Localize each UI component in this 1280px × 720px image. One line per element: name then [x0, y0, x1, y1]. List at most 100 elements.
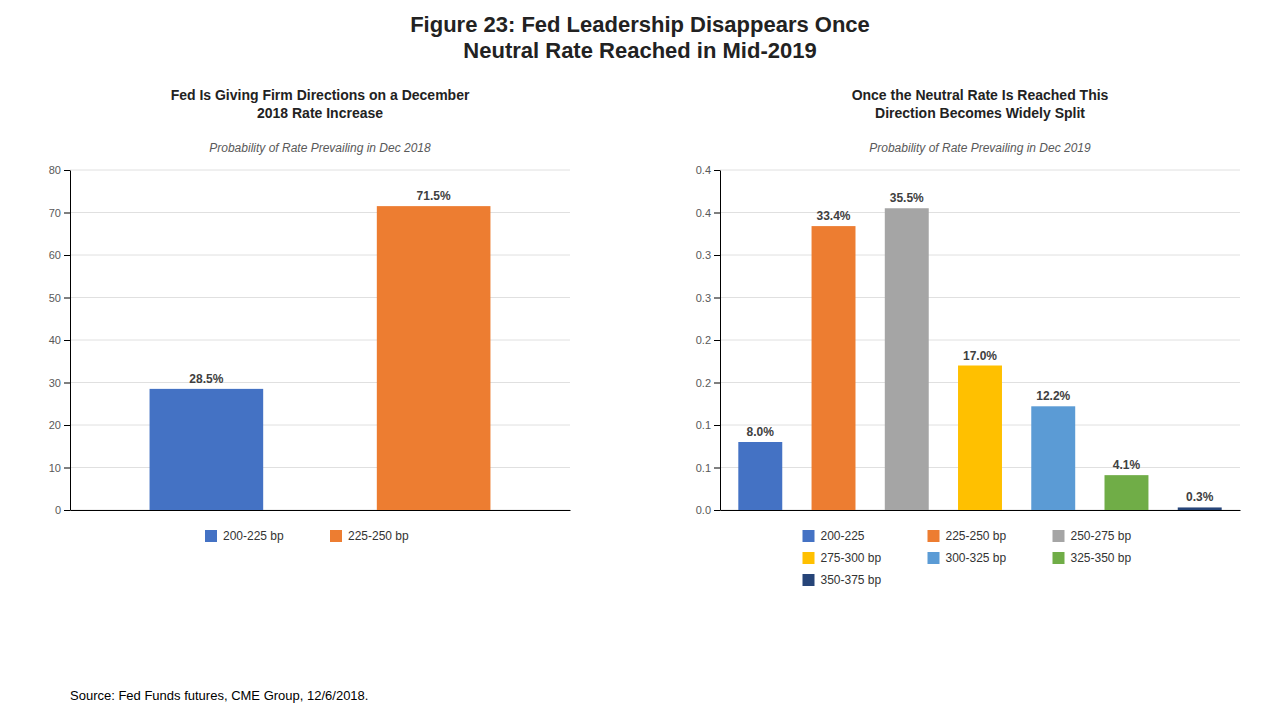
- legend: 200-225 bp 225-250 bp: [205, 529, 409, 543]
- chart-subtitle: Probability of Rate Prevailing in Dec 20…: [209, 141, 431, 155]
- legend-swatch: [803, 530, 815, 542]
- legend-item: 200-225 bp: [205, 529, 284, 543]
- grid-line: [720, 255, 1240, 256]
- y-tick: 70: [49, 207, 70, 219]
- y-tick-mark: [714, 510, 720, 511]
- y-tick-mark: [714, 383, 720, 384]
- y-tick-mark: [714, 425, 720, 426]
- data-label: 35.5%: [890, 191, 924, 205]
- x-axis-line: [71, 510, 571, 511]
- y-tick-label: 50: [49, 292, 61, 304]
- y-tick: 0.2: [696, 377, 720, 389]
- chart-title-line: Direction Becomes Widely Split: [875, 105, 1085, 121]
- grid-line: [70, 170, 570, 171]
- data-label: 4.1%: [1113, 458, 1141, 472]
- data-labels: 8.0%33.4%35.5%17.0%12.2%4.1%0.3%: [747, 191, 1214, 504]
- grid-line: [70, 297, 570, 298]
- y-tick: 0.0: [696, 504, 720, 516]
- y-tick: 0.1: [696, 462, 720, 474]
- y-tick-label: 30: [49, 377, 61, 389]
- y-tick: 30: [49, 377, 70, 389]
- legend-label: 300-325 bp: [946, 551, 1007, 565]
- grid-line: [720, 170, 1240, 171]
- y-tick-label: 60: [49, 249, 61, 261]
- y-tick: 50: [49, 292, 70, 304]
- grid-line: [70, 467, 570, 468]
- legend-item: 325-350 bp: [1053, 551, 1132, 565]
- y-axis-line: [70, 171, 71, 511]
- legend-label: 225-250 bp: [348, 529, 409, 543]
- legend-item: 275-300 bp: [803, 551, 882, 565]
- legend-item: 225-250 bp: [928, 529, 1007, 543]
- legend-label: 200-225 bp: [223, 529, 284, 543]
- data-label: 28.5%: [189, 372, 223, 386]
- grid-line: [70, 382, 570, 383]
- grid-line: [70, 340, 570, 341]
- chart-title: Fed Is Giving Firm Directions on a Decem…: [171, 87, 470, 121]
- legend-label: 225-250 bp: [946, 529, 1007, 543]
- title: Figure 23: Fed Leadership Disappears Onc…: [410, 12, 870, 63]
- y-tick-label: 0.0: [696, 504, 711, 516]
- y-tick-label: 0: [55, 504, 61, 516]
- chart-root: Figure 23: Fed Leadership Disappears Onc…: [0, 0, 1280, 720]
- data-label: 0.3%: [1186, 490, 1214, 504]
- chart-panel: Fed Is Giving Firm Directions on a Decem…: [49, 87, 571, 543]
- y-tick: 80: [49, 164, 70, 176]
- y-tick-mark: [64, 170, 70, 171]
- title-line: Neutral Rate Reached in Mid-2019: [463, 38, 816, 63]
- y-tick: 0.4: [696, 164, 720, 176]
- legend-label: 350-375 bp: [821, 573, 882, 587]
- data-label: 71.5%: [417, 189, 451, 203]
- y-tick-mark: [714, 255, 720, 256]
- legend-label: 325-350 bp: [1071, 551, 1132, 565]
- y-tick-mark: [714, 170, 720, 171]
- y-tick-label: 40: [49, 334, 61, 346]
- y-tick: 60: [49, 249, 70, 261]
- y-tick: 20: [49, 419, 70, 431]
- y-tick: 0: [55, 504, 70, 516]
- y-tick: 40: [49, 334, 70, 346]
- y-tick-label: 0.1: [696, 462, 711, 474]
- bar: [377, 206, 491, 510]
- y-tick-label: 0.3: [696, 249, 711, 261]
- chart-title: Once the Neutral Rate Is Reached ThisDir…: [852, 87, 1109, 121]
- y-tick-label: 20: [49, 419, 61, 431]
- bar: [885, 208, 929, 510]
- y-tick-label: 0.4: [696, 164, 711, 176]
- y-tick-mark: [64, 383, 70, 384]
- chart-title-line: Fed Is Giving Firm Directions on a Decem…: [171, 87, 470, 103]
- grid-line: [720, 297, 1240, 298]
- legend-item: 200-225: [803, 529, 865, 543]
- y-tick-label: 0.2: [696, 377, 711, 389]
- x-axis-line: [721, 510, 1241, 511]
- legend-item: 300-325 bp: [928, 551, 1007, 565]
- bar: [812, 226, 856, 510]
- y-axis: 01020304050607080: [49, 164, 71, 516]
- legend-item: 350-375 bp: [803, 573, 882, 587]
- grid-line: [70, 425, 570, 426]
- y-tick-label: 0.4: [696, 207, 711, 219]
- y-tick-mark: [714, 213, 720, 214]
- bar: [1105, 475, 1149, 510]
- y-tick-mark: [714, 298, 720, 299]
- data-label: 33.4%: [817, 209, 851, 223]
- title-line: Figure 23: Fed Leadership Disappears Onc…: [410, 12, 870, 37]
- y-tick-mark: [64, 425, 70, 426]
- bar: [958, 366, 1002, 511]
- y-tick: 0.2: [696, 334, 720, 346]
- bars: [738, 208, 1221, 510]
- legend-swatch: [1053, 552, 1065, 564]
- y-tick-mark: [714, 340, 720, 341]
- grid-line: [70, 212, 570, 213]
- legend-swatch: [205, 530, 217, 542]
- grid-line: [70, 255, 570, 256]
- y-tick-mark: [64, 340, 70, 341]
- legend-swatch: [803, 574, 815, 586]
- y-axis-line: [720, 171, 721, 511]
- grid-line: [70, 510, 570, 511]
- grid-line: [720, 340, 1240, 341]
- grid: [70, 170, 570, 510]
- legend-swatch: [330, 530, 342, 542]
- bar: [738, 442, 782, 510]
- legend-swatch: [928, 530, 940, 542]
